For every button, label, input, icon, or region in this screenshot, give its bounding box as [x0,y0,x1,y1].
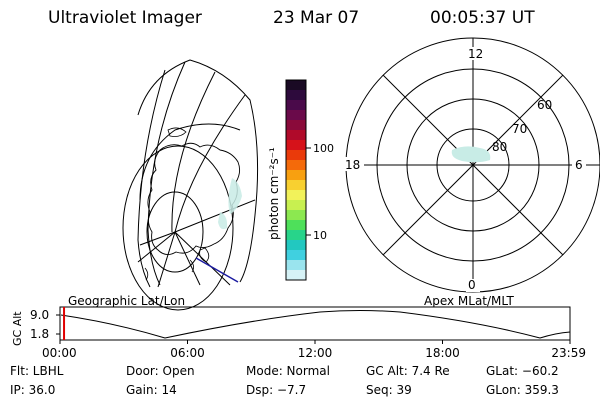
mlt-label-0: 0 [468,278,476,292]
map-coastline [147,142,241,255]
mode-status: Mode: Normal [246,364,330,378]
map-coastline [199,247,210,263]
colorbar-cell [286,100,306,111]
mlat-label-60: 60 [537,98,552,112]
altitude-curve [60,310,571,339]
colorbar-frame [285,79,307,281]
door-status: Door: Open [126,364,195,378]
gain-status: Gain: 14 [126,383,177,397]
map-grid-line [139,231,176,246]
map-grid-line [157,231,176,288]
polar-diagonal [382,74,564,256]
colorbar-cell [286,220,306,231]
mlt-label-12: 12 [468,47,483,61]
colorbar-cell [286,150,306,161]
map-meridian [137,69,166,288]
map-grid-line [174,199,256,233]
ip-status: IP: 36.0 [10,383,56,397]
colorbar-cell [286,120,306,131]
map-coastline [167,127,187,137]
colorbar-cell [286,250,306,261]
map-meridian [174,94,246,233]
observation-date: 23 Mar 07 [273,8,360,28]
dsp-status: Dsp: −7.7 [246,383,307,397]
colorbar-cell [286,110,306,121]
colorbar-cell [286,200,306,211]
aurora-patch [228,178,242,214]
colorbar-cell [286,80,306,91]
colorbar-cell [286,230,306,241]
altitude-xtick-label: 06:00 [170,346,205,360]
gc-alt-status: GC Alt: 7.4 Re [366,364,450,378]
map-parallel [122,145,234,311]
aurora-oval-patch [451,146,491,163]
colorbar-cell [286,240,306,251]
colorbar-cell [286,180,306,191]
instrument-title: Ultraviolet Imager [48,8,202,28]
map-grid-line [174,231,231,286]
geographic-projection-label: Geographic Lat/Lon [68,294,186,308]
altitude-xtick-label: 12:00 [298,346,333,360]
map-parallel [146,191,204,273]
glon-status: GLon: 359.3 [486,383,559,397]
colorbar-unit-label: photon cm⁻²s⁻¹ [267,147,281,240]
colorbar-cell [286,260,306,271]
mlat-label-70: 70 [512,122,527,136]
map-coastline [189,259,194,273]
filter-status: Flt: LBHL [10,364,64,378]
colorbar-cell [286,270,306,281]
colorbar-cell [286,130,306,141]
altitude-ytick-low: 1.8 [30,327,49,341]
colorbar-cell [286,140,306,151]
map-limb-arc [137,59,259,283]
map-meridian [171,71,216,233]
map-parallel [139,123,241,201]
terminator-line [195,257,239,283]
colorbar-tick-100: 100 [313,142,334,155]
seq-status: Seq: 39 [366,383,412,397]
colorbar-cell [286,160,306,171]
map-grid-line [137,231,176,263]
aurora-patch [218,212,228,230]
altitude-ylabel: GC Alt [11,311,24,346]
map-coastline [144,267,149,281]
map-grid-line [174,231,201,286]
mlt-label-18: 18 [345,158,360,172]
colorbar-tick-10: 10 [313,229,327,242]
mlat-label-80: 80 [492,140,507,154]
observation-time: 00:05:37 UT [430,8,535,28]
mlt-label-6: 6 [575,158,583,172]
glat-status: GLat: −60.2 [486,364,559,378]
map-meridian [147,61,186,286]
altitude-xtick-label: 23:59 [551,346,586,360]
altitude-xtick-label: 18:00 [425,346,460,360]
colorbar-cell [286,90,306,101]
altitude-plot-frame [59,306,571,341]
colorbar-cell [286,170,306,181]
colorbar-cell [286,190,306,201]
apex-projection-label: Apex MLat/MLT [424,294,514,308]
altitude-ytick-high: 9.0 [30,308,49,322]
altitude-xtick-label: 00:00 [42,346,77,360]
colorbar-cell [286,210,306,221]
